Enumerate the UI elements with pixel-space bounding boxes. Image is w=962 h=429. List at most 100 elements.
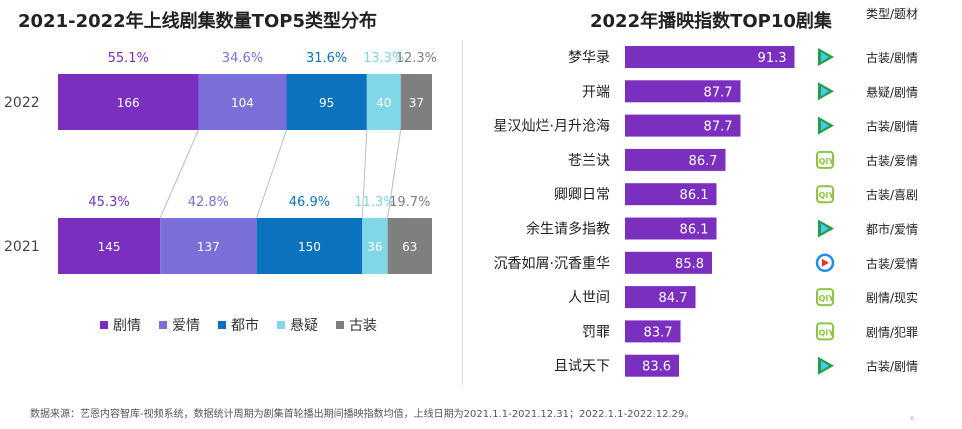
iqiyi-icon: [816, 185, 834, 204]
bar-segment-2021-都市: [256, 218, 363, 274]
legend-label: 剧情: [113, 318, 141, 334]
genre-label: 古装/爱情: [866, 256, 918, 271]
percent-label-2021-古装: 19.7%: [389, 195, 430, 210]
bar-segment-2022-都市: [286, 74, 367, 130]
right-chart-title: 2022年播映指数TOP10剧集: [590, 11, 832, 32]
bar-segment-2022-悬疑: [366, 74, 401, 130]
legend-label: 都市: [231, 318, 259, 334]
bar-value-2021-古装: 63: [402, 240, 417, 254]
genre-label: 剧情/现实: [866, 290, 918, 305]
genre-label: 古装/剧情: [866, 359, 918, 374]
connector-line: [387, 129, 402, 219]
ranking-value: 87.7: [704, 85, 733, 100]
year-label-2021: 2021: [4, 239, 40, 255]
left-chart-legend: 剧情 爱情 都市 悬疑 古装: [100, 315, 377, 335]
ranking-bar: [625, 46, 795, 68]
percent-label-2021-爱情: 42.8%: [188, 195, 229, 210]
percent-label-2022-都市: 31.6%: [306, 51, 347, 66]
iqiyi-icon: [816, 322, 834, 341]
legend-label: 悬疑: [290, 318, 318, 334]
iqiyi-icon-text: iQIY: [816, 157, 835, 166]
connector-line: [159, 129, 199, 219]
legend-swatch: [277, 321, 285, 329]
percent-label-2022-悬疑: 13.3%: [363, 51, 404, 66]
ranking-value: 86.1: [680, 223, 709, 238]
genre-column-header: 类型/题材: [866, 7, 919, 21]
iqiyi-icon-text: iQIY: [816, 191, 835, 200]
left-chart-title: 2021-2022年上线剧集数量TOP5类型分布: [18, 11, 377, 32]
youku-icon-inner: [822, 258, 829, 267]
drama-name-label: 苍兰诀: [568, 153, 610, 169]
iqiyi-icon: [816, 150, 834, 169]
connector-line: [361, 129, 368, 219]
ranking-value: 91.3: [758, 51, 787, 66]
drama-name-label: 星汉灿烂·月升沧海: [494, 118, 610, 135]
percent-label-2022-爱情: 34.6%: [222, 51, 263, 66]
percent-label-2021-剧情: 45.3%: [88, 195, 129, 210]
bar-segment-2022-古装: [400, 74, 432, 130]
genre-label: 都市/爱情: [866, 222, 918, 237]
bar-value-2021-剧情: 145: [98, 240, 121, 254]
legend-item-都市: 都市: [218, 315, 259, 335]
bar-value-2022-悬疑: 40: [376, 96, 391, 110]
bar-segment-2021-悬疑: [362, 218, 388, 274]
legend-item-爱情: 爱情: [159, 315, 200, 335]
legend-swatch: [159, 321, 167, 329]
legend-item-悬疑: 悬疑: [277, 315, 318, 335]
corner-mark: ⁶: [909, 416, 914, 427]
genre-label: 古装/喜剧: [866, 187, 918, 202]
year-label-2022: 2022: [4, 95, 40, 111]
ranking-value: 83.7: [644, 325, 673, 340]
genre-label: 古装/剧情: [866, 50, 918, 65]
ranking-bar: [625, 354, 679, 377]
genre-label: 悬疑/剧情: [866, 84, 918, 99]
bar-segment-2021-爱情: [160, 218, 257, 274]
legend-swatch: [100, 321, 108, 329]
drama-name-label: 人世间: [568, 290, 610, 306]
legend-label: 爱情: [172, 318, 200, 334]
bar-segment-2021-剧情: [58, 218, 161, 274]
iqiyi-icon-text: iQIY: [816, 328, 835, 337]
connector-line: [256, 129, 287, 219]
data-source-footnote: 数据来源：艺恩内容智库-视频系统，数据统计周期为剧集首轮播出期间播映指数均值，上…: [30, 409, 695, 420]
ranking-value: 87.7: [704, 120, 733, 135]
legend-item-剧情: 剧情: [100, 315, 141, 335]
tencent-video-icon-inner: [821, 360, 829, 371]
drama-name-label: 沉香如屑·沉香重华: [494, 256, 610, 272]
percent-label-2022-剧情: 55.1%: [108, 51, 149, 66]
drama-name-label: 余生请多指教: [526, 221, 610, 238]
ranking-value: 84.7: [659, 291, 688, 306]
ranking-bar: [625, 217, 717, 240]
ranking-bar: [625, 114, 741, 137]
bar-segment-2022-剧情: [58, 74, 199, 130]
bar-segment-2022-爱情: [198, 74, 287, 130]
tencent-video-icon-inner: [821, 86, 829, 97]
bar-value-2021-悬疑: 36: [367, 240, 382, 254]
bar-value-2021-爱情: 137: [197, 240, 220, 254]
ranking-bar: [625, 251, 712, 274]
ranking-value: 86.7: [689, 154, 718, 169]
bar-value-2022-都市: 95: [319, 96, 334, 110]
iqiyi-icon-text: iQIY: [816, 294, 835, 303]
ranking-bar: [625, 148, 726, 171]
genre-label: 古装/剧情: [866, 119, 918, 134]
drama-name-label: 卿卿日常: [554, 187, 610, 203]
drama-name-label: 开端: [582, 84, 610, 100]
bar-value-2022-古装: 37: [409, 96, 424, 110]
ranking-bar: [625, 80, 741, 103]
ranking-bar: [625, 320, 681, 343]
ranking-value: 85.8: [675, 257, 704, 272]
genre-label: 古装/爱情: [866, 153, 918, 168]
tencent-video-icon-inner: [821, 52, 829, 62]
ranking-value: 83.6: [642, 360, 671, 375]
percent-label-2021-都市: 46.9%: [289, 195, 330, 210]
bar-value-2021-都市: 150: [298, 240, 321, 254]
drama-name-label: 且试天下: [554, 359, 610, 375]
iqiyi-icon: [816, 288, 834, 307]
ranking-bar: [625, 183, 717, 206]
bar-value-2022-剧情: 166: [117, 96, 140, 110]
drama-name-label: 罚罪: [582, 324, 610, 340]
chart-divider: [462, 40, 463, 385]
percent-label-2021-悬疑: 11.3%: [354, 195, 395, 210]
